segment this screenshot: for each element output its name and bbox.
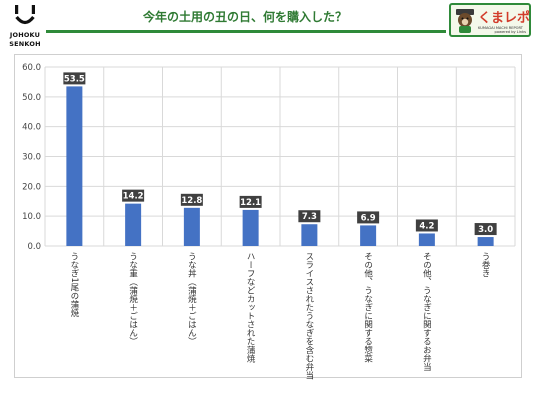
badge-name: くまレポ: [478, 11, 531, 26]
bar: [360, 225, 377, 246]
bar: [66, 86, 83, 246]
logo-text-senkoh: SENKOH: [9, 40, 41, 48]
data-label-bg: [122, 189, 145, 202]
y-tick-label: 50.0: [22, 93, 41, 103]
kumarepo-badge: くまレポ KUMAGAI MACHI REPORT powered by Lin…: [449, 3, 531, 37]
data-label-bg: [180, 193, 203, 206]
data-label-bg: [415, 219, 438, 232]
data-label-bg: [63, 72, 86, 85]
bar: [125, 203, 142, 246]
chart-panel: 0.0 10.0 20.0 30.0 40.0 50.0 60.0 53.5 14.2 12.8 1…: [14, 54, 522, 380]
data-label: 12.8: [181, 196, 202, 206]
bar: [242, 209, 259, 246]
category-label: うな丼（蒲焼＋ごはん）: [186, 252, 197, 346]
smile-logo-icon: [15, 5, 35, 25]
bar: [477, 237, 494, 246]
data-label-bg: [474, 223, 497, 236]
y-tick-label: 40.0: [22, 123, 41, 133]
bar: [301, 224, 318, 246]
data-label: 7.3: [302, 212, 317, 222]
category-label: う巻き: [480, 252, 491, 278]
data-label-bg: [357, 211, 380, 224]
data-label: 53.5: [64, 74, 85, 84]
category-label: その他、うなぎに関する惣菜: [362, 252, 373, 363]
data-label: 3.0: [478, 225, 493, 235]
badge-subtitle: KUMAGAI MACHI REPORT: [478, 26, 523, 30]
data-label: 12.1: [240, 198, 261, 208]
category-label: その他、うなぎに関するお弁当: [421, 252, 432, 371]
y-tick-label: 0.0: [27, 242, 41, 252]
y-tick-label: 20.0: [22, 182, 41, 192]
badge-powered-by: powered by Links: [494, 30, 526, 34]
johoku-senkoh-logo: JOHOKU SENKOH: [6, 4, 44, 54]
bar-chart: 0.0 10.0 20.0 30.0 40.0 50.0 60.0 53.5 14.2 12.8 1…: [22, 63, 516, 252]
bear-mascot-icon: [456, 9, 474, 33]
y-tick-label: 30.0: [22, 153, 41, 163]
data-label: 14.2: [123, 192, 144, 202]
category-label: うな重（蒲焼＋ごはん）: [127, 252, 138, 346]
data-label: 4.2: [419, 221, 434, 231]
category-label: スライスされたうなぎを含む弁当: [303, 252, 314, 380]
category-label: うなぎ1尾の蒲焼: [68, 252, 79, 317]
data-label: 6.9: [361, 213, 376, 223]
bar: [183, 207, 200, 246]
category-label: ハーフなどカットされた蒲焼: [245, 252, 256, 363]
logo-text-johoku: JOHOKU: [9, 31, 41, 39]
data-label-bg: [239, 195, 262, 208]
title-underline: [46, 30, 446, 33]
chart-title: 今年の土用の丑の日、何を購入した？: [142, 10, 347, 24]
y-tick-label: 60.0: [22, 63, 41, 73]
bar: [418, 233, 435, 246]
y-tick-label: 10.0: [22, 212, 41, 222]
data-label-bg: [298, 210, 321, 223]
